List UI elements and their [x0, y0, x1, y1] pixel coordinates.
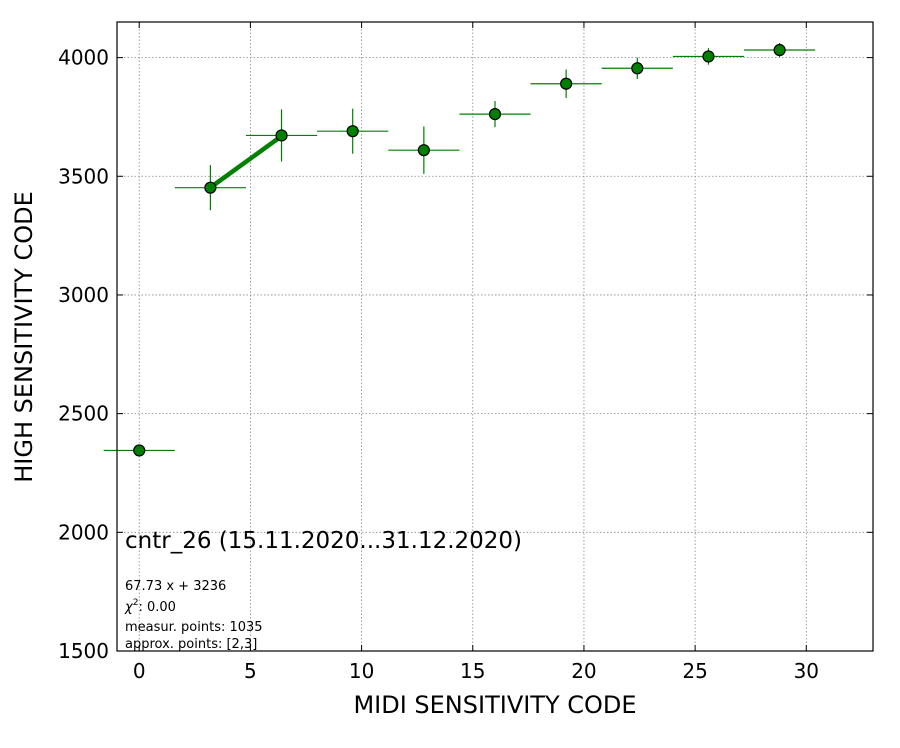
data-point — [631, 62, 644, 75]
measur-points-text: measur. points: 1035 — [125, 620, 263, 635]
fit-equation: 67.73 x + 3236 — [125, 579, 226, 594]
data-point — [560, 77, 573, 90]
fit-line — [209, 134, 283, 190]
data-point — [204, 181, 217, 194]
chi2-value: : 0.00 — [138, 600, 175, 615]
x-tick-label: 25 — [682, 659, 707, 683]
x-tick-label: 5 — [244, 659, 257, 683]
y-tick-label: 3000 — [58, 283, 109, 307]
y-tick-label: 1500 — [58, 639, 109, 663]
y-tick-label: 2500 — [58, 402, 109, 426]
data-point — [488, 107, 502, 121]
y-tick-labels: 1500 2000 2500 3000 3500 4000 — [58, 46, 109, 663]
grid — [117, 22, 873, 651]
data-point — [417, 144, 430, 157]
data-point — [275, 129, 288, 142]
approx-points-text: approx. points: [2,3] — [125, 637, 257, 652]
ticks — [117, 22, 873, 652]
chi2-superscript: 2 — [133, 598, 139, 608]
x-tick-label: 10 — [349, 659, 374, 683]
y-axis-label: HIGH SENSITIVITY CODE — [10, 191, 38, 483]
data-point — [346, 125, 359, 138]
data-point — [133, 444, 146, 457]
fit-line-group — [209, 134, 283, 190]
y-tick-label: 4000 — [58, 46, 109, 70]
x-tick-label: 30 — [794, 659, 819, 683]
plot-frame — [116, 21, 874, 652]
data-point — [773, 43, 786, 57]
x-tick-labels: 0 5 10 15 20 25 30 — [133, 659, 819, 683]
data-point — [702, 50, 715, 63]
x-tick-label: 15 — [460, 659, 485, 683]
y-tick-label: 3500 — [58, 164, 109, 188]
x-tick-label: 0 — [133, 659, 146, 683]
chart-title: cntr_26 (15.11.2020...31.12.2020) — [125, 528, 522, 554]
y-tick-label: 2000 — [58, 520, 109, 544]
x-axis-label: MIDI SENSITIVITY CODE — [353, 691, 636, 719]
chi2-symbol: χ — [124, 600, 134, 615]
chi2-text: χ2: 0.00 — [124, 598, 176, 615]
x-tick-label: 20 — [571, 659, 596, 683]
points — [133, 43, 786, 457]
